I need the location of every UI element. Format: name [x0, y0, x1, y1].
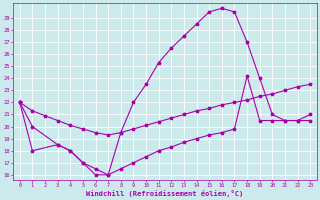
- X-axis label: Windchill (Refroidissement éolien,°C): Windchill (Refroidissement éolien,°C): [86, 190, 244, 197]
